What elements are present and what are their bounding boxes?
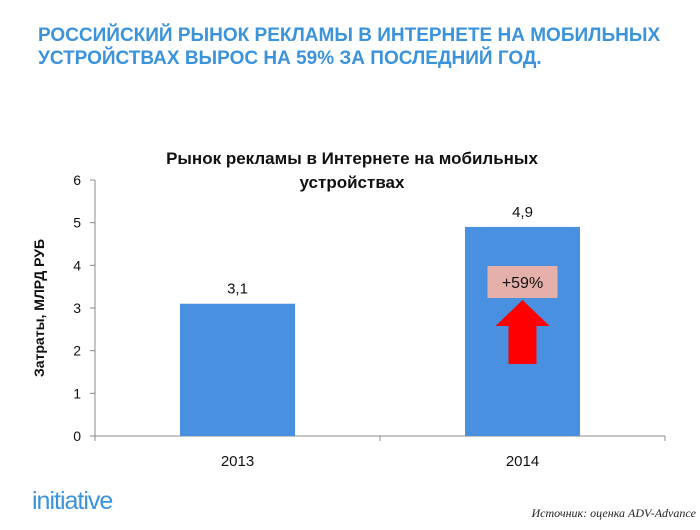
y-axis-label: Затраты, МЛРД РУБ [31,239,47,377]
data-label-2013: 3,1 [227,281,248,298]
source-note: Источник: оценка ADV-Advance [531,506,697,520]
growth-label-box [487,266,558,298]
y-tick-label: 3 [73,300,81,316]
up-arrow-icon [495,300,550,364]
x-tick-label-2013: 2013 [221,453,254,470]
growth-label: +59% [502,275,543,292]
chart-title-line-2: устройствах [300,173,405,192]
y-tick-label: 1 [73,385,81,401]
data-label-2014: 4,9 [512,204,533,221]
x-tick-label-2014: 2014 [506,453,539,470]
slide-heading: РОССИЙСКИЙ РЫНОК РЕКЛАМЫ В ИНТЕРНЕТЕ НА … [38,25,661,69]
chart-title-line-1: Рынок рекламы в Интернете на мобильных [166,149,538,168]
y-tick-label: 5 [73,215,81,231]
y-tick-label: 4 [73,257,81,273]
bar-2013 [180,303,295,436]
y-tick-label: 6 [73,172,81,188]
y-tick-label: 2 [73,343,81,359]
y-tick-label: 0 [73,428,81,444]
initiative-logo: initiative [32,487,113,515]
growth-annotation: +59% [487,266,558,364]
